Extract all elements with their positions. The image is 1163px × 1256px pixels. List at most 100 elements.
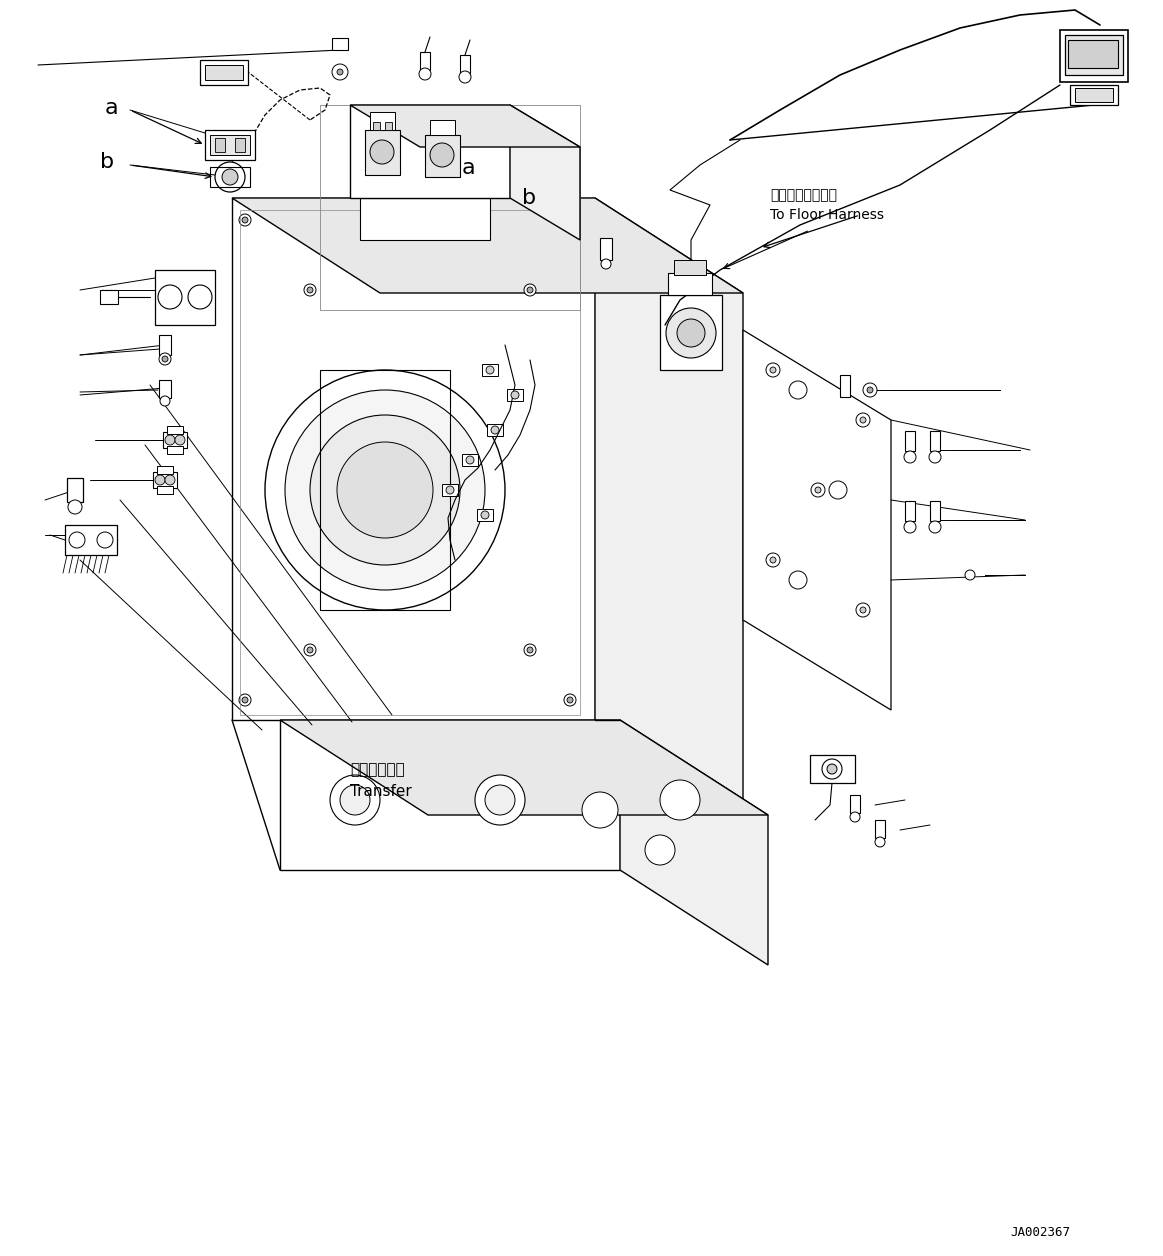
Circle shape bbox=[766, 553, 780, 566]
Circle shape bbox=[815, 487, 821, 494]
Polygon shape bbox=[743, 330, 891, 710]
Bar bbox=[373, 122, 380, 131]
Polygon shape bbox=[350, 106, 580, 147]
Bar bbox=[370, 112, 395, 131]
Circle shape bbox=[331, 64, 348, 80]
Circle shape bbox=[677, 319, 705, 347]
Text: b: b bbox=[100, 152, 114, 172]
Text: トランスファ: トランスファ bbox=[350, 762, 405, 777]
Circle shape bbox=[304, 644, 316, 656]
Circle shape bbox=[307, 288, 313, 293]
Bar bbox=[600, 237, 612, 260]
Circle shape bbox=[582, 793, 618, 828]
Bar bbox=[930, 431, 940, 451]
Text: To Floor Harness: To Floor Harness bbox=[770, 208, 884, 222]
Circle shape bbox=[337, 69, 343, 75]
Circle shape bbox=[481, 511, 488, 519]
Bar bbox=[675, 260, 706, 275]
Circle shape bbox=[307, 647, 313, 653]
Bar bbox=[1070, 85, 1118, 106]
Bar bbox=[424, 134, 461, 177]
Polygon shape bbox=[155, 270, 215, 325]
Bar bbox=[67, 479, 83, 502]
Bar bbox=[487, 425, 504, 436]
Circle shape bbox=[160, 396, 170, 406]
Circle shape bbox=[645, 835, 675, 865]
Bar bbox=[840, 376, 850, 397]
Bar bbox=[905, 501, 915, 521]
Circle shape bbox=[856, 603, 870, 617]
Circle shape bbox=[789, 571, 807, 589]
Circle shape bbox=[568, 697, 573, 703]
Polygon shape bbox=[280, 720, 768, 815]
Circle shape bbox=[491, 426, 499, 435]
Circle shape bbox=[215, 162, 245, 192]
Circle shape bbox=[863, 383, 877, 397]
Circle shape bbox=[904, 521, 916, 533]
Bar bbox=[1075, 88, 1113, 102]
Circle shape bbox=[859, 417, 866, 423]
Bar bbox=[331, 38, 348, 50]
Bar bbox=[1068, 40, 1118, 68]
Circle shape bbox=[929, 521, 941, 533]
Text: a: a bbox=[462, 158, 476, 178]
Circle shape bbox=[929, 451, 941, 463]
Bar bbox=[905, 431, 915, 451]
Bar bbox=[462, 453, 478, 466]
Circle shape bbox=[337, 442, 433, 538]
Circle shape bbox=[601, 259, 611, 269]
Circle shape bbox=[304, 284, 316, 296]
Circle shape bbox=[822, 759, 842, 779]
Circle shape bbox=[965, 570, 975, 580]
Text: b: b bbox=[522, 188, 536, 208]
Circle shape bbox=[568, 217, 573, 224]
Circle shape bbox=[188, 285, 212, 309]
Bar bbox=[668, 273, 712, 295]
Circle shape bbox=[242, 697, 248, 703]
Circle shape bbox=[485, 785, 515, 815]
Bar bbox=[235, 138, 245, 152]
Circle shape bbox=[904, 451, 916, 463]
Bar bbox=[157, 466, 173, 474]
Bar bbox=[205, 131, 255, 160]
Bar bbox=[385, 122, 392, 131]
Bar bbox=[809, 755, 855, 782]
Polygon shape bbox=[280, 720, 620, 870]
Bar bbox=[157, 486, 173, 494]
Bar bbox=[1065, 35, 1123, 75]
Circle shape bbox=[875, 836, 885, 847]
Polygon shape bbox=[361, 198, 490, 240]
Circle shape bbox=[527, 288, 533, 293]
Bar bbox=[659, 295, 722, 371]
Text: フロアハーネスヘ: フロアハーネスヘ bbox=[770, 188, 837, 202]
Bar bbox=[65, 525, 117, 555]
Bar bbox=[442, 484, 458, 496]
Circle shape bbox=[856, 413, 870, 427]
Polygon shape bbox=[620, 720, 768, 965]
Circle shape bbox=[866, 387, 873, 393]
Polygon shape bbox=[163, 432, 187, 448]
Circle shape bbox=[475, 775, 525, 825]
Circle shape bbox=[659, 780, 700, 820]
Bar bbox=[850, 795, 859, 813]
Bar bbox=[167, 426, 183, 435]
Circle shape bbox=[486, 365, 494, 374]
Bar bbox=[167, 446, 183, 453]
Circle shape bbox=[770, 367, 776, 373]
Circle shape bbox=[829, 481, 847, 499]
Circle shape bbox=[240, 214, 251, 226]
Circle shape bbox=[162, 355, 167, 362]
Bar bbox=[200, 60, 248, 85]
Circle shape bbox=[666, 308, 716, 358]
Circle shape bbox=[859, 607, 866, 613]
Circle shape bbox=[97, 533, 113, 548]
Bar bbox=[930, 501, 940, 521]
Circle shape bbox=[564, 695, 576, 706]
Bar bbox=[215, 138, 224, 152]
Circle shape bbox=[165, 475, 174, 485]
Circle shape bbox=[340, 785, 370, 815]
Circle shape bbox=[430, 143, 454, 167]
Bar bbox=[875, 820, 885, 838]
Circle shape bbox=[850, 811, 859, 821]
Circle shape bbox=[330, 775, 380, 825]
